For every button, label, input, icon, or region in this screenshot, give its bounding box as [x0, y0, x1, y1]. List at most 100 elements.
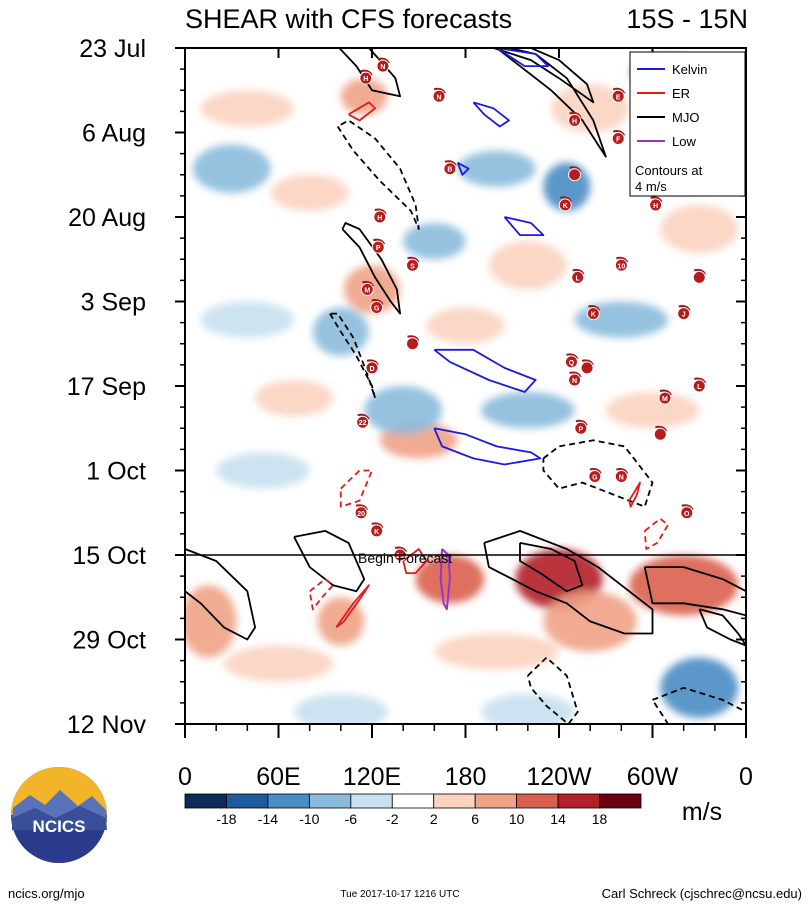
storm-marker-10: H: [373, 208, 387, 224]
colorbar-tick-3: -6: [345, 811, 358, 827]
shading-blob-14: [605, 392, 700, 429]
storm-marker-29: [653, 425, 668, 441]
mjo-contour-1: [493, 48, 595, 104]
storm-marker-2: N: [432, 87, 446, 103]
legend-label-er: ER: [672, 86, 690, 101]
kelvin-contour-3: [503, 216, 545, 236]
shading-blob-10: [434, 633, 559, 670]
mjo-contour-5: [329, 312, 376, 399]
storm-label-17: G: [374, 306, 380, 313]
shading-blob-1: [340, 78, 388, 115]
kelvin-contour-0: [496, 48, 549, 67]
colorbar-swatch-9: [557, 793, 600, 809]
shading-blob-5: [629, 555, 739, 616]
colorbar: -18 -14 -10 -6 -2 2 6 10 14 18: [184, 793, 642, 827]
legend-label-low: Low: [672, 134, 696, 149]
storm-marker-18: K: [586, 305, 601, 321]
er-contour-3: [339, 469, 373, 508]
er-contour-2: [402, 548, 428, 574]
er-contour-4: [308, 578, 334, 611]
shading-blob-24: [364, 386, 443, 435]
footer-timestamp: Tue 2017-10-17 1216 UTC: [340, 889, 459, 900]
storm-label-0: N: [380, 64, 385, 71]
legend-note-2: 4 m/s: [635, 179, 667, 194]
chart-title: SHEAR with CFS forecasts: [185, 4, 512, 34]
storm-marker-8: K: [558, 196, 573, 212]
colorbar-swatch-1: [226, 793, 269, 809]
er-contour-6: [628, 481, 641, 508]
colorbar-swatch-8: [516, 793, 559, 809]
storm-label-19: J: [682, 312, 686, 319]
storm-label-22: Q: [569, 360, 575, 367]
mjo-contour-11: [643, 566, 746, 617]
logo-text: NCICS: [33, 817, 86, 836]
shading-blob-28: [216, 452, 310, 489]
storm-label-24: N: [572, 378, 577, 385]
storm-label-6: B: [447, 167, 452, 174]
logo-mountains-back: [12, 806, 107, 830]
ncics-logo: NCICS: [11, 767, 107, 863]
storm-label-31: N: [619, 475, 624, 482]
x-tick-label-2: 120E: [343, 763, 401, 791]
mjo-contour-8: [483, 530, 654, 635]
storm-label-5: F: [616, 137, 621, 144]
y-tick-label-0: 23 Jul: [79, 35, 146, 63]
shading-blob-13: [426, 307, 505, 344]
storm-marker-20: [406, 335, 420, 351]
mjo-contour-7: [293, 530, 366, 593]
colorbar-swatch-10: [599, 793, 642, 809]
mjo-contour-10: [185, 548, 256, 641]
shading-blob-7: [185, 585, 237, 658]
storm-marker-4: H: [568, 111, 582, 127]
shading-blob-29: [660, 657, 739, 718]
y-tick-label-1: 6 Aug: [82, 120, 146, 148]
storm-marker-1: H: [359, 69, 373, 85]
shading-blob-18: [660, 204, 739, 254]
storm-marker-33: K: [370, 522, 384, 538]
colorbar-tick-8: 14: [550, 811, 566, 827]
shading-blob-30: [481, 693, 575, 724]
colorbar-tick-9: 18: [592, 811, 608, 827]
mjo-contour-4: [341, 222, 401, 315]
shading-blob-12: [488, 241, 567, 290]
storm-label-2: N: [436, 94, 441, 101]
storm-marker-28: P: [574, 419, 588, 435]
er-contour-1: [335, 584, 370, 629]
storm-label-18: K: [591, 312, 596, 319]
kelvin-contour-2: [456, 161, 470, 176]
colorbar-swatch-2: [267, 793, 310, 809]
y-tick-label-8: 12 Nov: [67, 711, 147, 739]
y-tick-label-5: 1 Oct: [86, 458, 146, 486]
storm-marker-19: J: [677, 305, 691, 321]
storm-label-26: L: [697, 384, 702, 391]
shading-blob-16: [270, 174, 349, 211]
colorbar-tick-0: -18: [216, 811, 236, 827]
storm-marker-16: M: [360, 280, 375, 296]
colorbar-swatch-3: [308, 793, 352, 809]
y-tick-label-7: 29 Oct: [72, 627, 146, 655]
colorbar-tick-1: -14: [258, 811, 278, 827]
shading-blob-21: [192, 144, 271, 193]
chart-region: 15S - 15N: [626, 4, 748, 34]
x-tick-label-5: 60W: [627, 763, 679, 791]
contour-layer: [185, 48, 746, 724]
colorbar-units: m/s: [682, 798, 722, 826]
legend-label-mjo: MJO: [672, 110, 699, 125]
x-tick-label-4: 120W: [526, 763, 592, 791]
legend-box: [629, 51, 746, 197]
colorbar-swatch-4: [350, 793, 393, 809]
storm-label-35: 25: [396, 553, 404, 560]
shading-blob-33: [403, 223, 466, 260]
x-tick-label-6: 0: [739, 763, 753, 791]
footer-url[interactable]: ncics.org/mjo: [8, 886, 85, 901]
storm-marker-13: 10: [614, 256, 629, 272]
storm-marker-30: G: [588, 468, 602, 484]
mjo-contour-9: [519, 542, 584, 593]
y-tick-label-3: 3 Sep: [81, 289, 146, 317]
storm-marker-34: O: [680, 504, 694, 520]
storm-label-4: H: [572, 118, 577, 125]
mjo-contour-6: [542, 439, 654, 508]
shading-blob-22: [457, 150, 536, 187]
storm-marker-22: Q: [564, 353, 579, 369]
colorbar-tick-6: 6: [471, 811, 479, 827]
